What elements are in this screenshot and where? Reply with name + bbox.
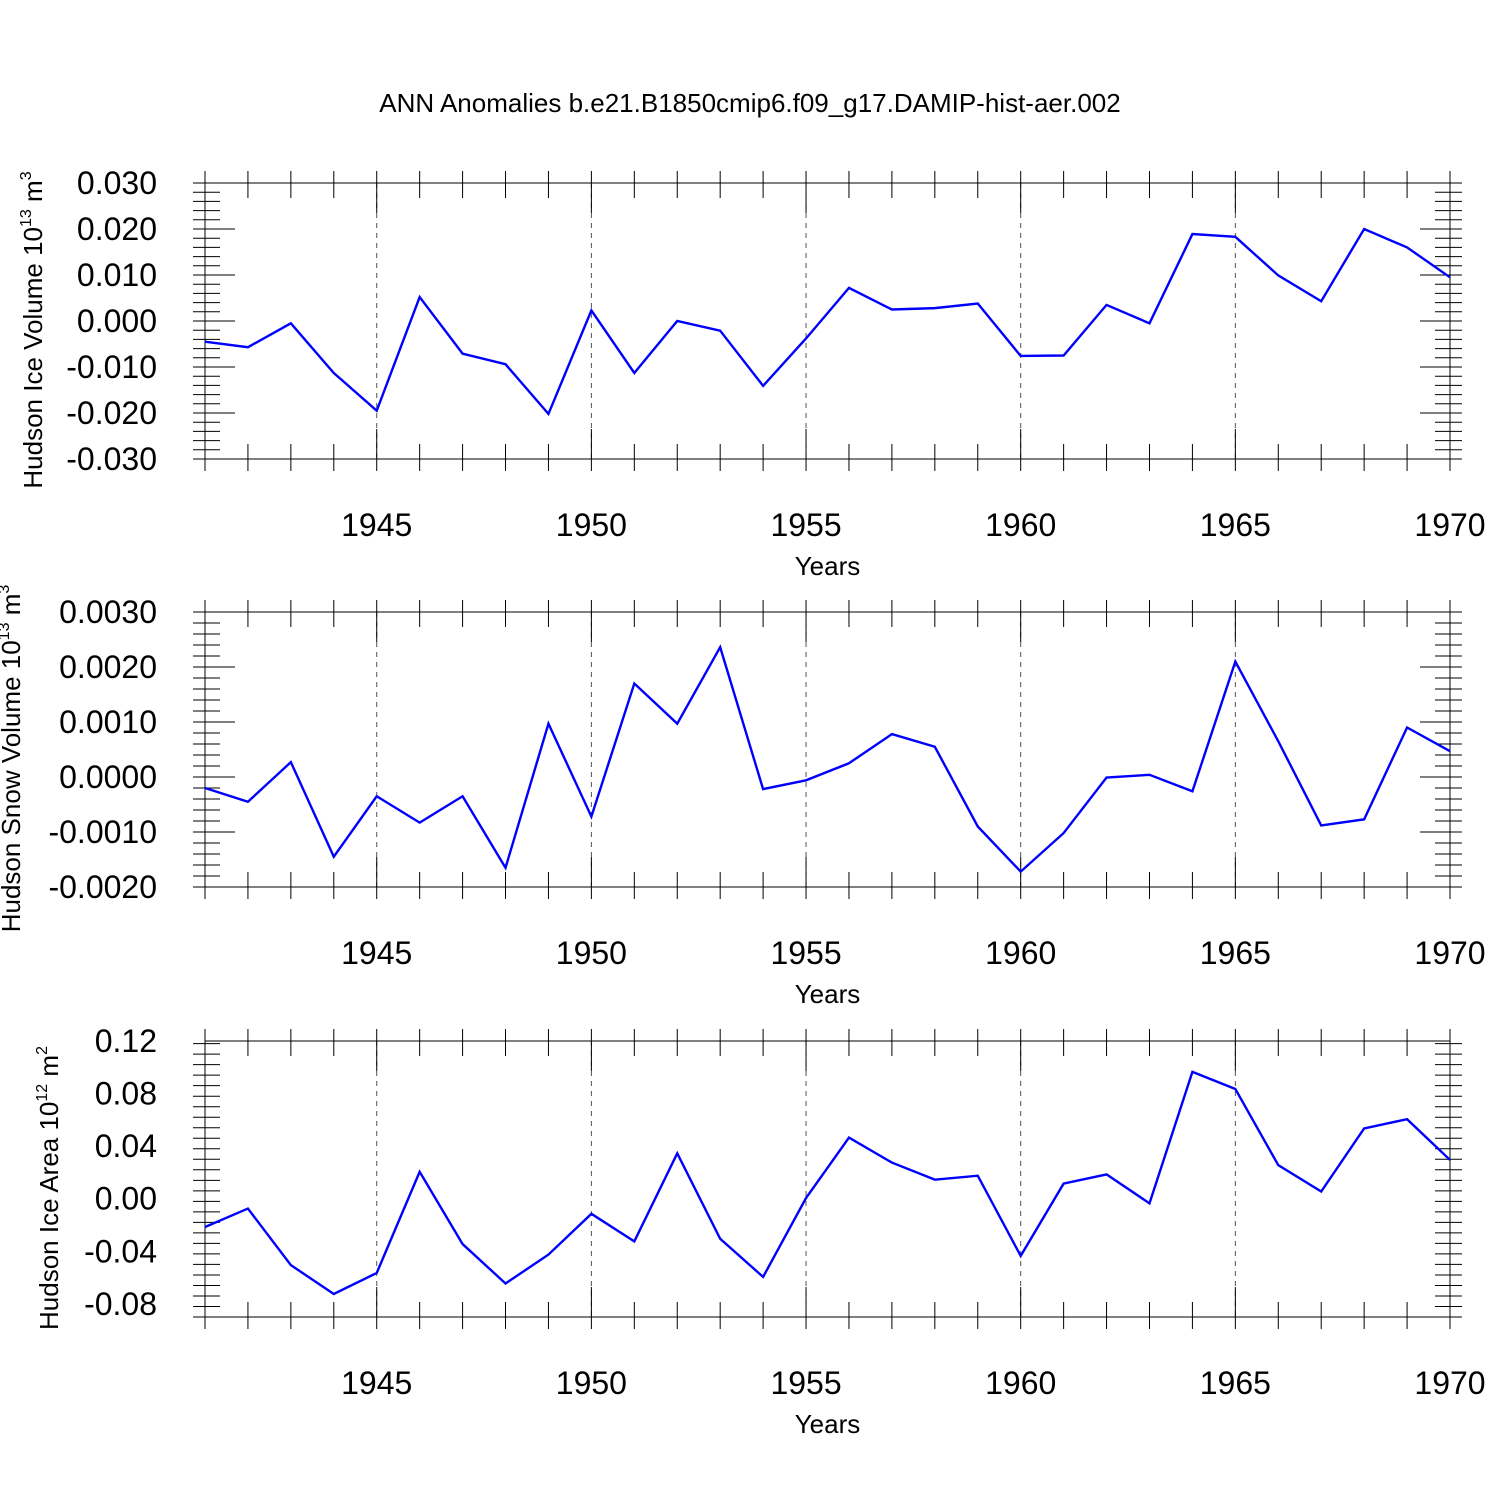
y-tick-label: 0.08 [95, 1076, 157, 1112]
y-tick-label: -0.04 [84, 1233, 157, 1269]
y-tick-label: 0.030 [77, 165, 157, 201]
x-tick-label-1955: 1955 [770, 935, 841, 971]
plot-frame [204, 1040, 1451, 1318]
chart-panel-2: -0.0020 -0.0010 0.0000 0.0010 0.0020 0.0030 19… [0, 585, 1486, 1009]
y-tick-label: -0.010 [66, 349, 157, 385]
y-tick-label: 0.04 [95, 1128, 157, 1164]
y-tick-label: -0.08 [84, 1286, 157, 1322]
x-tick-label-1955: 1955 [770, 507, 841, 543]
panels: -0.030 -0.020 -0.010 0.000 0.010 0.020 0.030 19… [0, 165, 1486, 1439]
x-tick-label-1965: 1965 [1200, 1365, 1271, 1401]
y-axis-label-part: m [18, 180, 48, 209]
x-tick-label-1970: 1970 [1414, 935, 1485, 971]
y-tick-label: 0.00 [95, 1181, 157, 1217]
y-axis-label-superscript: 12 [34, 1084, 51, 1102]
y-axis-label-superscript: 13 [18, 209, 35, 227]
chart-panel-3: -0.08 -0.04 0.00 0.04 0.08 0.12 1945 1950 1955 19… [34, 1023, 1486, 1439]
y-tick-label: -0.020 [66, 395, 157, 431]
y-axis-label: Hudson Ice Area 1012 m2 [34, 1046, 64, 1330]
y-tick-label: 0.020 [77, 211, 157, 247]
y-tick-label: 0.12 [95, 1023, 157, 1059]
y-tick-label: 0.000 [77, 303, 157, 339]
x-tick-label-1955: 1955 [770, 1365, 841, 1401]
x-tick-label-1960: 1960 [985, 935, 1056, 971]
x-tick-label-1965: 1965 [1200, 935, 1271, 971]
x-tick-label-1945: 1945 [341, 1365, 412, 1401]
plot-frame [204, 611, 1451, 888]
x-tick-label-1950: 1950 [556, 935, 627, 971]
y-axis-label-part: m [34, 1055, 64, 1084]
y-axis-label-part: m [0, 594, 26, 623]
x-tick-label-1960: 1960 [985, 1365, 1056, 1401]
y-tick-label: -0.030 [66, 441, 157, 477]
x-tick-label-1965: 1965 [1200, 507, 1271, 543]
x-tick-label-1970: 1970 [1414, 507, 1485, 543]
y-axis-label-superscript: 2 [34, 1046, 51, 1055]
x-tick-label-1960: 1960 [985, 507, 1056, 543]
x-axis-label: Years [795, 979, 861, 1009]
y-axis-label-superscript: 3 [18, 171, 35, 180]
x-axis-label: Years [795, 1409, 861, 1439]
y-tick-label: 0.010 [77, 257, 157, 293]
y-axis-label: Hudson Snow Volume 1013 m3 [0, 585, 26, 933]
y-tick-label: 0.0030 [59, 594, 157, 630]
chart-panel-1: -0.030 -0.020 -0.010 0.000 0.010 0.020 0.030 19… [18, 165, 1486, 581]
y-axis-label-superscript: 3 [0, 585, 13, 594]
figure-title: ANN Anomalies b.e21.B1850cmip6.f09_g17.D… [379, 88, 1120, 118]
y-tick-label: -0.0020 [48, 869, 157, 905]
y-axis-label-part: Hudson Ice Volume 10 [18, 227, 48, 489]
x-tick-label-1950: 1950 [556, 1365, 627, 1401]
y-axis-label-part: Hudson Snow Volume 10 [0, 640, 26, 932]
series-line [204, 227, 1451, 417]
y-tick-label: -0.0010 [48, 814, 157, 850]
x-tick-label-1950: 1950 [556, 507, 627, 543]
x-axis-label: Years [795, 551, 861, 581]
series-line [204, 1070, 1451, 1296]
y-axis-label: Hudson Ice Volume 1013 m3 [18, 171, 48, 488]
y-tick-label: 0.0000 [59, 759, 157, 795]
x-tick-label-1970: 1970 [1414, 1365, 1485, 1401]
y-axis-label-superscript: 13 [0, 622, 13, 640]
y-axis-label-part: Hudson Ice Area 10 [34, 1102, 64, 1330]
y-tick-label: 0.0010 [59, 704, 157, 740]
x-tick-label-1945: 1945 [341, 507, 412, 543]
x-tick-label-1945: 1945 [341, 935, 412, 971]
y-tick-label: 0.0020 [59, 649, 157, 685]
series-line [204, 644, 1451, 874]
